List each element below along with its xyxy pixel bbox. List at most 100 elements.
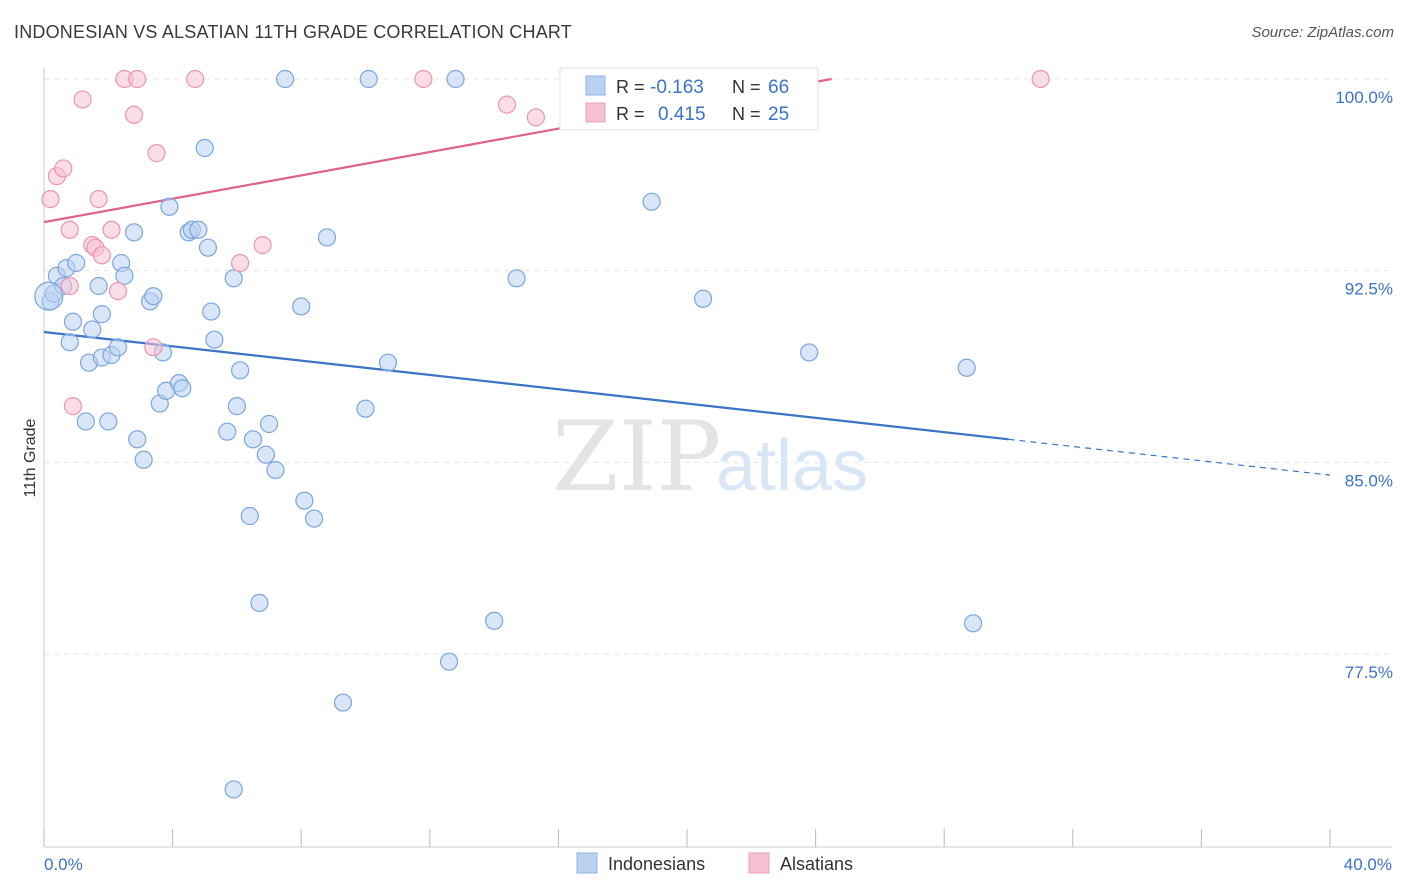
point-alsatians-2	[54, 159, 73, 178]
point-indonesians-cluster	[34, 281, 64, 311]
point-alsatians-18	[186, 69, 205, 89]
stats-swatch-indonesians	[585, 75, 606, 96]
point-alsatians-16	[144, 338, 163, 357]
y-tick-label-0: 77.5%	[1345, 663, 1393, 682]
point-indonesians-49	[295, 491, 314, 510]
point-indonesians-54	[359, 69, 378, 89]
y-tick-label-1: 85.0%	[1345, 471, 1393, 490]
legend-swatch-alsatians	[748, 852, 770, 874]
point-alsatians-15	[128, 69, 147, 89]
point-indonesians-60	[642, 192, 661, 211]
point-alsatians-11	[102, 220, 121, 239]
point-indonesians-57	[446, 69, 465, 89]
y-tick-label-3: 100.0%	[1335, 88, 1393, 107]
point-indonesians-36	[205, 330, 224, 349]
point-alsatians-17	[147, 144, 166, 163]
point-alsatians-19	[231, 253, 250, 273]
point-indonesians-51	[317, 228, 337, 247]
stats-r-value-2: 0.415	[658, 104, 706, 125]
point-indonesians-8	[76, 412, 95, 431]
point-indonesians-40	[231, 361, 250, 380]
point-alsatians-12	[108, 282, 128, 301]
point-indonesians-20	[128, 430, 147, 449]
watermark-zip: ZIP	[552, 401, 721, 513]
point-indonesians-61	[693, 289, 713, 308]
point-indonesians-58	[485, 611, 504, 630]
stats-n-label-1: N =	[732, 77, 761, 97]
point-alsatians-23	[526, 108, 545, 127]
point-indonesians-45	[259, 414, 279, 434]
point-indonesians-52	[333, 693, 353, 712]
legend-swatch-indonesians	[576, 852, 598, 874]
point-indonesians-19	[124, 223, 144, 242]
point-indonesians-5	[60, 333, 79, 352]
point-indonesians-29	[173, 379, 192, 398]
point-indonesians-46	[266, 460, 285, 480]
point-indonesians-59	[507, 269, 526, 288]
point-indonesians-63	[957, 358, 976, 377]
point-indonesians-32	[189, 220, 208, 239]
point-indonesians-11	[89, 276, 108, 296]
point-indonesians-44	[256, 445, 275, 464]
point-alsatians-21	[414, 69, 433, 89]
x-tick-label-1: 40.0%	[1344, 855, 1392, 874]
point-indonesians-56	[439, 652, 459, 671]
point-indonesians-42	[243, 430, 263, 449]
point-indonesians-16	[108, 338, 128, 357]
point-indonesians-18	[115, 266, 134, 285]
point-indonesians-35	[202, 302, 221, 321]
point-alsatians-6	[73, 90, 92, 109]
legend-label-indonesians: Indonesians	[608, 854, 705, 874]
data-points	[34, 69, 1050, 799]
y-tick-label-2: 92.5%	[1345, 280, 1393, 299]
point-indonesians-50	[304, 509, 324, 528]
point-indonesians-38	[224, 269, 243, 288]
x-tick-label-0: 0.0%	[44, 855, 83, 874]
source-credit: Source: ZipAtlas.com	[1251, 24, 1394, 41]
point-indonesians-55	[378, 353, 398, 372]
y-tick-labels: 77.5% 85.0% 92.5% 100.0%	[1335, 88, 1393, 682]
point-indonesians-43	[250, 593, 269, 612]
point-indonesians-23	[144, 287, 163, 306]
stats-swatch-alsatians	[585, 102, 606, 123]
point-indonesians-53	[356, 399, 375, 418]
stats-legend: R = -0.163 N = 66 R = 0.415 N = 25	[559, 67, 819, 131]
point-alsatians-14	[124, 105, 144, 124]
point-indonesians-37	[218, 422, 237, 441]
point-alsatians-22	[497, 95, 517, 114]
point-indonesians-39	[227, 397, 246, 416]
point-indonesians-62	[800, 343, 819, 362]
stats-r-value-1: -0.163	[650, 77, 704, 98]
point-indonesians-27	[160, 197, 179, 216]
point-indonesians-7	[67, 253, 86, 273]
point-indonesians-6	[63, 312, 83, 331]
legend-label-alsatians: Alsatians	[780, 854, 853, 874]
point-indonesians-64	[964, 614, 983, 633]
point-indonesians-34	[198, 238, 218, 257]
point-alsatians-5	[63, 397, 83, 416]
point-indonesians-33	[195, 138, 214, 158]
trend-line-indonesians	[43, 330, 1009, 441]
point-alsatians-9	[89, 190, 108, 209]
point-alsatians-0	[41, 190, 60, 209]
point-indonesians-41	[240, 506, 259, 526]
watermark-atlas: atlas	[716, 426, 868, 506]
point-indonesians-10	[83, 320, 102, 339]
point-indonesians-14	[99, 412, 118, 431]
watermark: ZIP atlas	[552, 401, 868, 513]
chart-title: INDONESIAN VS ALSATIAN 11TH GRADE CORREL…	[14, 22, 572, 42]
stats-r-label-2: R =	[616, 104, 645, 124]
trend-line-indonesians-extension	[1008, 438, 1331, 476]
point-alsatians-20	[253, 236, 272, 255]
x-tick-labels: 0.0% 40.0%	[44, 855, 1392, 874]
point-indonesians-65	[224, 780, 243, 799]
point-alsatians-3	[60, 220, 79, 239]
point-indonesians-47	[276, 69, 295, 89]
y-axis-title: 11th Grade	[22, 418, 39, 497]
point-indonesians-13	[92, 305, 111, 324]
point-alsatians-24	[1031, 69, 1050, 89]
stats-r-label-1: R =	[616, 77, 645, 97]
point-alsatians-10	[92, 246, 111, 265]
stats-n-value-1: 66	[768, 77, 789, 98]
